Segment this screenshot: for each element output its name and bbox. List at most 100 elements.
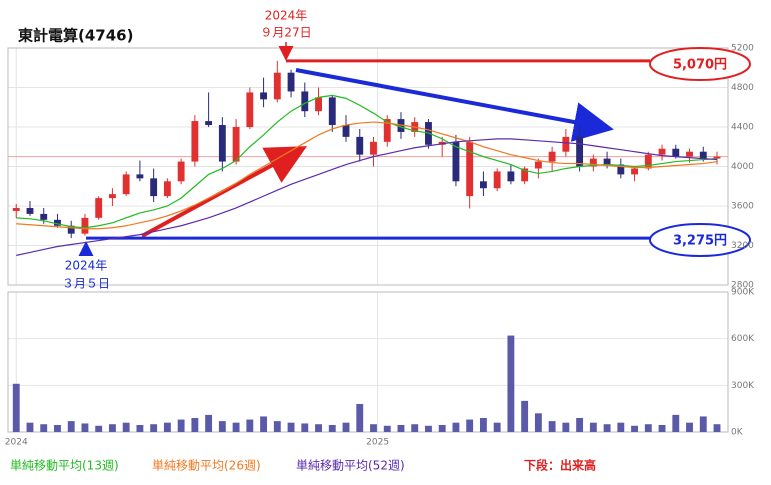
volume-bar xyxy=(686,422,693,432)
volume-bar xyxy=(95,425,103,432)
volume-bar xyxy=(246,419,254,432)
volume-bar xyxy=(273,421,281,432)
candle-body xyxy=(328,97,336,126)
volume-bar xyxy=(218,421,226,432)
candle-body xyxy=(342,125,350,137)
candle-body xyxy=(177,161,185,182)
candle-body xyxy=(603,158,611,165)
y-tick-label: 3600 xyxy=(731,202,754,212)
y-tick-label: 900K xyxy=(731,288,755,298)
volume-panel xyxy=(7,291,729,433)
candle-body xyxy=(548,151,556,162)
volume-bar xyxy=(122,422,130,432)
volume-bar xyxy=(356,404,364,432)
date-label: ９月27日 xyxy=(260,26,311,40)
candle-body xyxy=(356,136,364,155)
candle-body xyxy=(40,213,48,220)
callout xyxy=(649,223,751,257)
candle-body xyxy=(576,136,584,167)
volume-bar xyxy=(301,423,309,432)
volume-bar xyxy=(136,425,144,432)
moving-average-line xyxy=(16,138,718,256)
candle-body xyxy=(67,225,75,234)
candle-body xyxy=(12,207,20,211)
candle-body xyxy=(26,207,34,214)
legend-item: 単純移動平均(13週) xyxy=(10,459,119,473)
volume-bar xyxy=(589,422,597,432)
volume-bar xyxy=(493,422,501,432)
volume-bar xyxy=(438,425,446,432)
y-tick-label: 4000 xyxy=(731,162,754,172)
candle-body xyxy=(136,174,144,179)
price-panel xyxy=(7,47,729,286)
candle-body xyxy=(686,151,693,157)
volume-bar xyxy=(150,424,158,432)
callout-label: 5,070円 xyxy=(673,58,727,73)
candle-body xyxy=(466,141,474,197)
candle-body xyxy=(713,156,721,159)
volume-bar xyxy=(631,425,638,432)
candle-body xyxy=(81,217,89,234)
candle-body xyxy=(370,141,377,155)
volume-bar xyxy=(466,419,474,432)
moving-average-line xyxy=(16,121,718,230)
volume-bar xyxy=(108,424,116,432)
volume-bar xyxy=(12,383,20,432)
trend-arrow xyxy=(141,146,308,238)
y-tick-label: 3200 xyxy=(731,241,754,251)
volume-bar xyxy=(287,422,295,432)
volume-bar xyxy=(81,423,89,432)
volume-bar xyxy=(315,424,322,432)
volume-bar xyxy=(260,416,268,432)
volume-bar xyxy=(342,422,350,432)
x-tick-label: 2025 xyxy=(366,438,389,448)
chart-title: 東計電算(4746) xyxy=(18,27,133,45)
volume-bar xyxy=(479,418,487,432)
volume-bar xyxy=(205,414,213,432)
moving-average-line xyxy=(16,94,718,229)
volume-bar xyxy=(383,425,391,432)
volume-bar xyxy=(672,414,680,432)
callout-label: 3,275円 xyxy=(673,234,727,249)
candle-body xyxy=(315,97,322,112)
y-tick-label: 600K xyxy=(731,334,755,344)
date-label: 2024年 xyxy=(265,9,308,23)
volume-bar xyxy=(576,418,584,432)
candle-body xyxy=(658,148,666,155)
candle-body xyxy=(205,121,213,126)
y-tick-label: 0K xyxy=(731,428,744,438)
candle-body xyxy=(589,158,597,167)
volume-bar xyxy=(191,418,199,432)
candle-body xyxy=(644,154,652,169)
candle-body xyxy=(246,92,254,127)
candle-body xyxy=(631,168,638,175)
candle-body xyxy=(479,181,487,189)
candle-body xyxy=(122,174,130,195)
volume-bar xyxy=(26,422,34,432)
y-tick-label: 5200 xyxy=(731,44,754,54)
volume-bar xyxy=(658,425,666,432)
volume-bar xyxy=(177,419,185,432)
candle-body xyxy=(260,92,268,100)
candle-body xyxy=(521,168,529,182)
candle-body xyxy=(108,194,116,199)
legend-item: 単純移動平均(52週) xyxy=(296,459,405,473)
candle-body xyxy=(273,72,281,100)
candle-body xyxy=(699,151,707,159)
y-tick-label: 2800 xyxy=(731,281,754,291)
volume-bar xyxy=(397,425,405,432)
volume-bar xyxy=(54,425,61,432)
volume-bar xyxy=(534,413,542,432)
candle-body xyxy=(191,121,199,162)
candle-body xyxy=(232,127,240,162)
trend-arrow xyxy=(295,68,614,142)
candle-body xyxy=(54,219,61,226)
candle-body xyxy=(95,198,103,218)
candle-body xyxy=(672,148,680,157)
legend-item: 単純移動平均(26週) xyxy=(152,459,261,473)
y-tick-label: 4400 xyxy=(731,123,754,133)
candle-body xyxy=(507,171,515,182)
candle-body xyxy=(150,178,158,197)
candle-body xyxy=(493,171,501,189)
